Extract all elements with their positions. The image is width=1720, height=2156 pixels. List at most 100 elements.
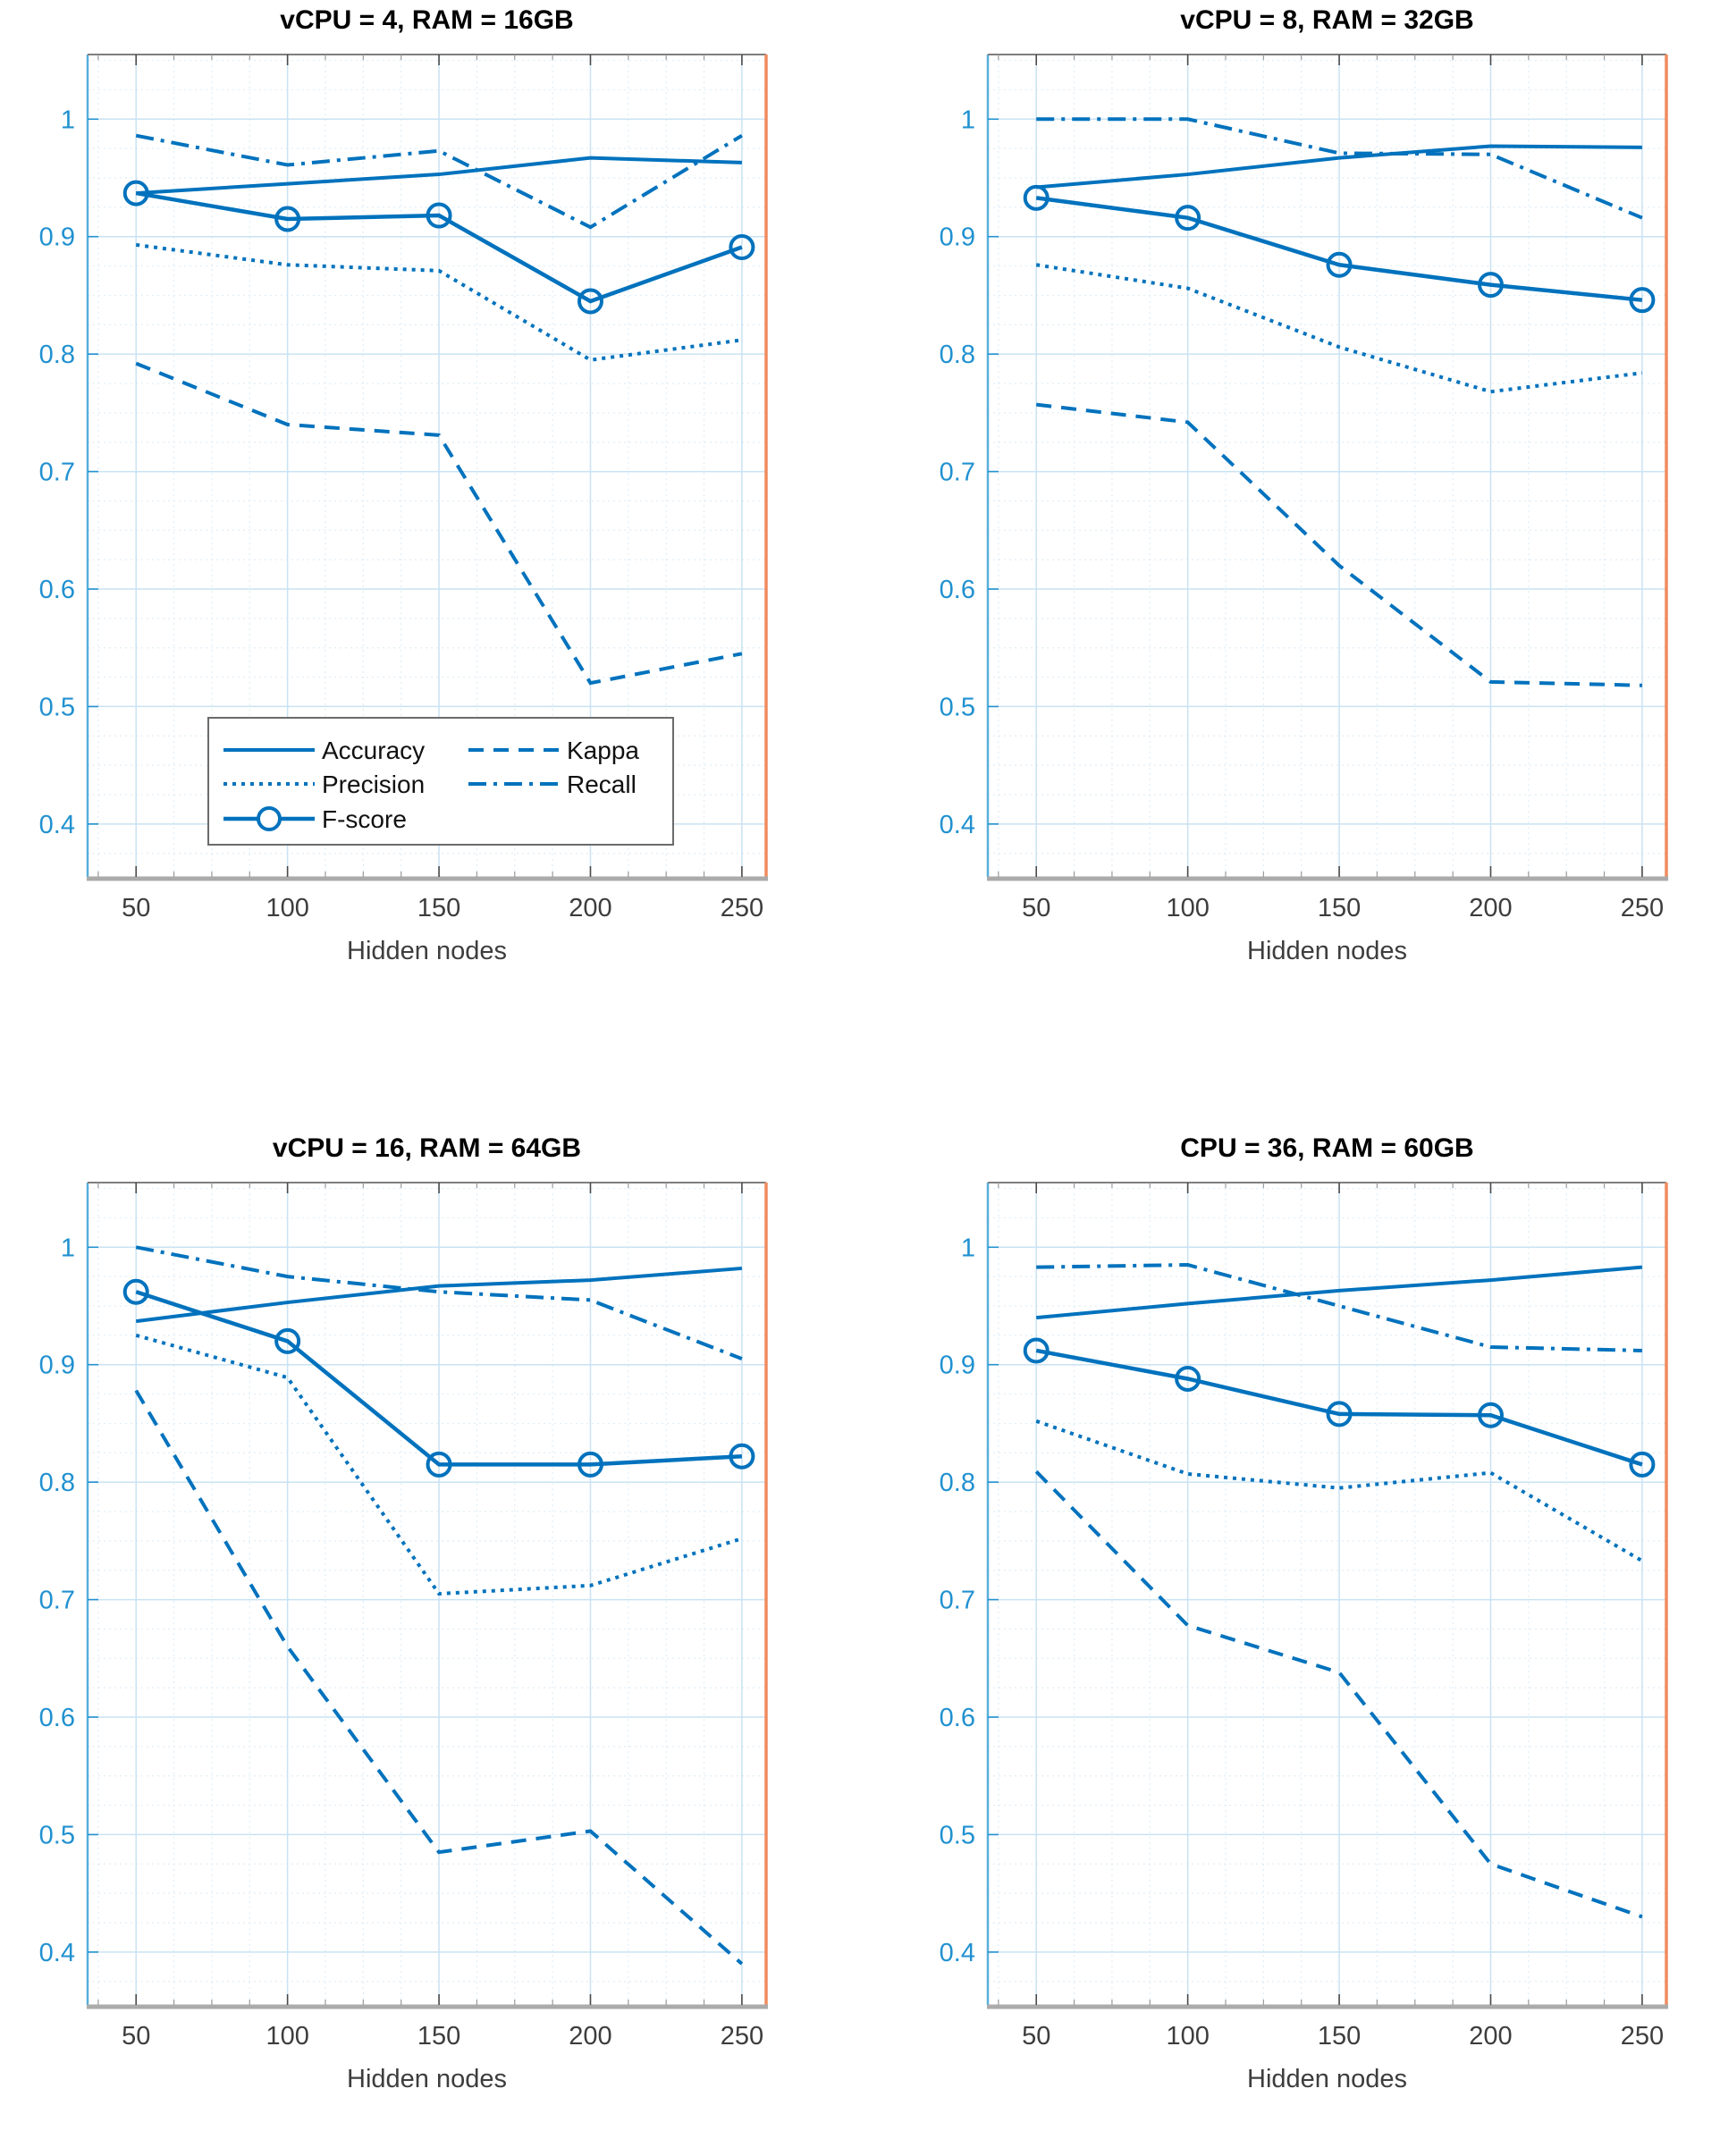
y-axis-tick-labels: 0.4 0.5 0.6 0.7 0.8 0.9 1 <box>39 1234 75 1967</box>
svg-text:0.9: 0.9 <box>940 1352 975 1380</box>
svg-text:0.4: 0.4 <box>940 1939 975 1967</box>
svg-text:1: 1 <box>961 1234 975 1262</box>
svg-text:0.6: 0.6 <box>940 576 975 604</box>
x-axis-tick-labels: 50 100 150 200 250 <box>122 2022 763 2051</box>
svg-text:0.4: 0.4 <box>39 811 75 839</box>
svg-text:0.5: 0.5 <box>39 1821 75 1849</box>
x-axis-label: Hidden nodes <box>347 937 507 965</box>
series-precision-line <box>135 242 743 362</box>
svg-text:200: 200 <box>1469 2022 1512 2051</box>
svg-text:200: 200 <box>569 2022 611 2051</box>
svg-text:0.4: 0.4 <box>39 1939 75 1967</box>
svg-text:100: 100 <box>1166 894 1209 922</box>
x-axis-tick-labels: 50 100 150 200 250 <box>122 894 763 922</box>
svg-text:250: 250 <box>1621 2022 1664 2051</box>
svg-text:1: 1 <box>961 105 975 134</box>
svg-text:150: 150 <box>417 2022 460 2051</box>
x-axis-label: Hidden nodes <box>347 2065 507 2093</box>
svg-text:100: 100 <box>266 894 308 922</box>
legend: Accuracy Precision F-score Kappa Recall <box>207 717 674 846</box>
svg-text:0.8: 0.8 <box>39 341 75 369</box>
legend-item-accuracy: Accuracy <box>223 737 425 764</box>
svg-text:0.8: 0.8 <box>39 1469 75 1497</box>
legend-item-kappa: Kappa <box>468 737 639 764</box>
series-f-score-line <box>1035 196 1643 302</box>
series-accuracy-line <box>136 156 742 196</box>
series-accuracy-line <box>1036 144 1642 189</box>
series-f-score-markers <box>122 180 755 315</box>
svg-text:200: 200 <box>1469 894 1512 922</box>
y-axis-ticks <box>988 1246 999 1953</box>
svg-text:0.4: 0.4 <box>940 811 975 839</box>
svg-text:250: 250 <box>1621 894 1664 922</box>
legend-label: Accuracy <box>322 737 425 764</box>
x-axis-tick-labels: 50 100 150 200 250 <box>1022 2022 1664 2051</box>
series-precision-line <box>135 1333 743 1596</box>
series-f-score-line <box>1035 1348 1643 1467</box>
series-f-score-markers <box>122 1278 755 1478</box>
svg-text:100: 100 <box>266 2022 308 2051</box>
x-axis-minor-ticks <box>97 1183 705 2005</box>
x-axis-ticks <box>135 1183 743 2005</box>
x-axis-minor-ticks <box>998 55 1606 877</box>
svg-text:0.9: 0.9 <box>940 223 975 252</box>
x-axis-minor-ticks <box>97 55 705 877</box>
y-axis-tick-labels: 0.4 0.5 0.6 0.7 0.8 0.9 1 <box>940 105 975 839</box>
series-recall-line <box>1036 1262 1642 1352</box>
x-axis-label: Hidden nodes <box>1247 2065 1407 2093</box>
y-axis-ticks <box>88 1246 98 1953</box>
svg-text:50: 50 <box>122 894 150 922</box>
minor-gridlines <box>988 1183 1666 2005</box>
svg-text:1: 1 <box>61 105 75 134</box>
minor-gridlines <box>88 1183 766 2005</box>
legend-item-recall: Recall <box>468 771 637 798</box>
x-axis-ticks <box>135 55 743 877</box>
chart-title: vCPU = 4, RAM = 16GB <box>280 5 574 35</box>
legend-label: Precision <box>322 771 425 798</box>
svg-text:100: 100 <box>1166 2022 1209 2051</box>
svg-text:0.9: 0.9 <box>39 223 75 252</box>
svg-text:0.7: 0.7 <box>940 1587 975 1615</box>
y-axis-ticks <box>988 118 999 825</box>
plot-area <box>988 1183 1666 2005</box>
svg-text:0.7: 0.7 <box>940 459 975 487</box>
y-axis-ticks <box>88 118 98 825</box>
minor-gridlines <box>88 55 766 877</box>
legend-label: F-score <box>322 805 407 833</box>
x-axis-tick-labels: 50 100 150 200 250 <box>1022 894 1664 922</box>
svg-text:50: 50 <box>122 2022 150 2051</box>
svg-text:0.7: 0.7 <box>39 1587 75 1615</box>
svg-text:150: 150 <box>417 894 460 922</box>
svg-text:150: 150 <box>1318 2022 1361 2051</box>
chart-vcpu16-ram64: vCPU = 16, RAM = 64GB 0.4 0.5 0.6 0.7 0.8 0.9… <box>0 1128 858 2156</box>
series-f-score-line <box>135 190 743 304</box>
plot-area <box>988 55 1666 877</box>
y-axis-tick-labels: 0.4 0.5 0.6 0.7 0.8 0.9 1 <box>940 1234 975 1967</box>
chart-title: vCPU = 8, RAM = 32GB <box>1180 5 1474 35</box>
legend-label: Recall <box>567 771 637 798</box>
series-f-score-markers <box>1023 1337 1656 1478</box>
plot-area <box>88 1183 766 2005</box>
svg-text:250: 250 <box>721 894 763 922</box>
x-axis-ticks <box>1035 55 1643 877</box>
chart-title: vCPU = 16, RAM = 64GB <box>272 1133 582 1163</box>
series-precision-line <box>1035 263 1643 394</box>
x-axis-label: Hidden nodes <box>1247 937 1407 965</box>
svg-text:0.8: 0.8 <box>940 341 975 369</box>
chart-title: CPU = 36, RAM = 60GB <box>1180 1133 1474 1163</box>
series-accuracy-line <box>135 1266 743 1324</box>
series-kappa-line <box>1035 402 1642 687</box>
svg-text:0.6: 0.6 <box>39 576 75 604</box>
x-axis-minor-ticks <box>998 1183 1606 2005</box>
chart-cpu36-ram60: CPU = 36, RAM = 60GB 0.4 0.5 0.6 0.7 0.8 0.9 1… <box>900 1128 1720 2156</box>
svg-text:150: 150 <box>1318 894 1361 922</box>
legend-item-f-score: F-score <box>223 805 407 833</box>
svg-text:0.5: 0.5 <box>940 1821 975 1849</box>
legend-label: Kappa <box>567 737 639 764</box>
series-accuracy-line <box>1036 1265 1643 1320</box>
svg-text:0.5: 0.5 <box>39 693 75 721</box>
